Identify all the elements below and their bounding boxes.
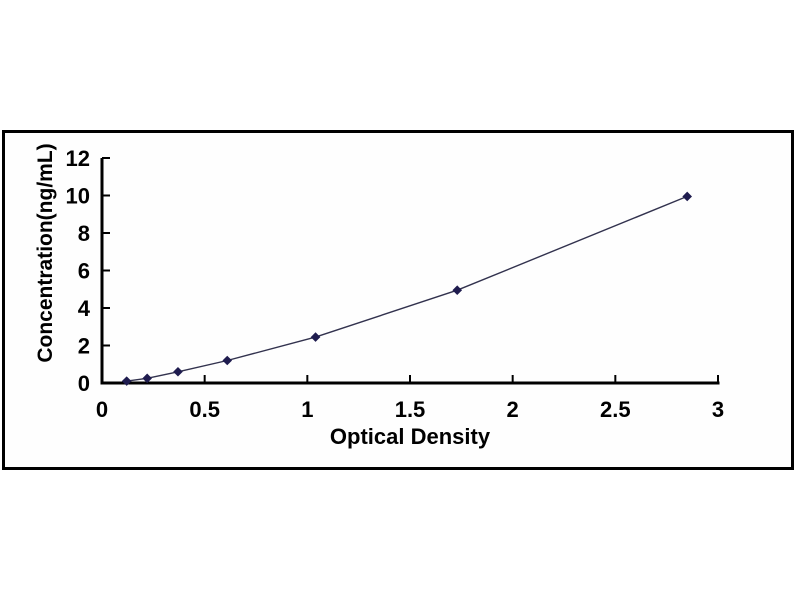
data-point bbox=[222, 355, 233, 366]
y-tick-label: 2 bbox=[78, 334, 90, 359]
standard-curve-chart: 0 0.5 1 1.5 2 2.5 3 0 2 4 6 8 10 12 Optical Density Con… bbox=[34, 143, 724, 449]
x-tick-label: 1 bbox=[301, 397, 313, 422]
y-tick-label: 4 bbox=[78, 296, 91, 321]
data-point bbox=[682, 191, 692, 202]
x-tick-label: 2 bbox=[507, 397, 519, 422]
data-point bbox=[121, 376, 132, 386]
y-axis-title: Concentration(ng/mL) bbox=[34, 143, 57, 362]
y-tick-label: 10 bbox=[66, 184, 90, 209]
x-axis-title: Optical Density bbox=[330, 424, 491, 449]
data-point bbox=[310, 332, 321, 342]
y-tick-label: 12 bbox=[66, 146, 90, 171]
x-tick-label: 1.5 bbox=[395, 397, 426, 422]
x-tick-label: 0.5 bbox=[189, 397, 220, 422]
data-point bbox=[142, 373, 152, 384]
x-tick-label: 2.5 bbox=[600, 397, 631, 422]
curve-line bbox=[126, 195, 688, 382]
y-tick-label: 0 bbox=[78, 371, 90, 396]
x-tick-label: 0 bbox=[96, 397, 108, 422]
x-tick-label: 3 bbox=[712, 397, 724, 422]
data-point bbox=[452, 285, 463, 295]
y-tick-label: 8 bbox=[78, 221, 90, 246]
y-tick-label: 6 bbox=[78, 259, 90, 284]
chart-frame: 0 0.5 1 1.5 2 2.5 3 0 2 4 6 8 10 12 Optical Density Con… bbox=[2, 130, 794, 470]
data-point bbox=[173, 366, 183, 377]
